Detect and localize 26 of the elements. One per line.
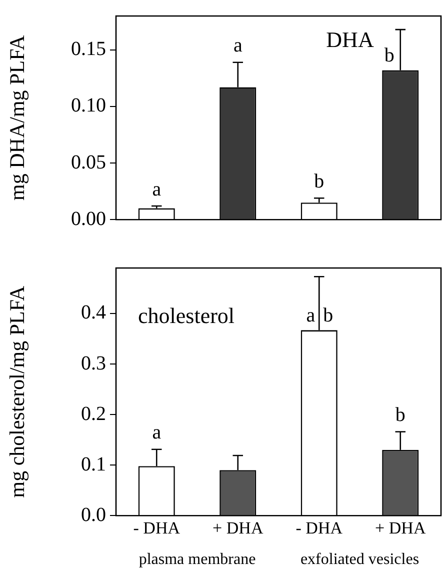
data-label: a — [152, 178, 162, 200]
text: cholesterol — [138, 302, 235, 328]
data-label: a — [152, 422, 162, 444]
y-axis-title: mg cholesterol/mg PLFA — [5, 285, 30, 498]
data-label: a b — [306, 304, 334, 326]
data-label: a — [233, 34, 242, 57]
text: DHA — [326, 26, 374, 52]
y-tick-label: 0.2 — [81, 402, 106, 425]
x-tick-label: - DHA — [296, 518, 344, 538]
text: exfoliated vesicles — [300, 550, 420, 568]
y-tick-label: 0.10 — [71, 94, 106, 117]
x-tick-label: - DHA — [133, 518, 181, 538]
y-tick-label: 0.15 — [71, 38, 106, 60]
y-tick-label: 0.3 — [81, 352, 106, 374]
text: plasma membrane — [138, 550, 256, 568]
data-label: b — [395, 404, 406, 426]
y-axis-title: mg DHA/mg PLFA — [5, 34, 30, 200]
y-tick-label: 0.00 — [71, 208, 106, 230]
data-label: b — [384, 44, 394, 67]
x-tick-label: + DHA — [375, 518, 426, 538]
data-label: b — [314, 170, 324, 192]
y-tick-label: 0.0 — [81, 504, 106, 526]
x-tick-label: + DHA — [212, 518, 264, 538]
y-tick-label: 0.4 — [81, 302, 106, 324]
y-tick-label: 0.05 — [71, 151, 106, 174]
y-tick-label: 0.1 — [81, 453, 106, 476]
